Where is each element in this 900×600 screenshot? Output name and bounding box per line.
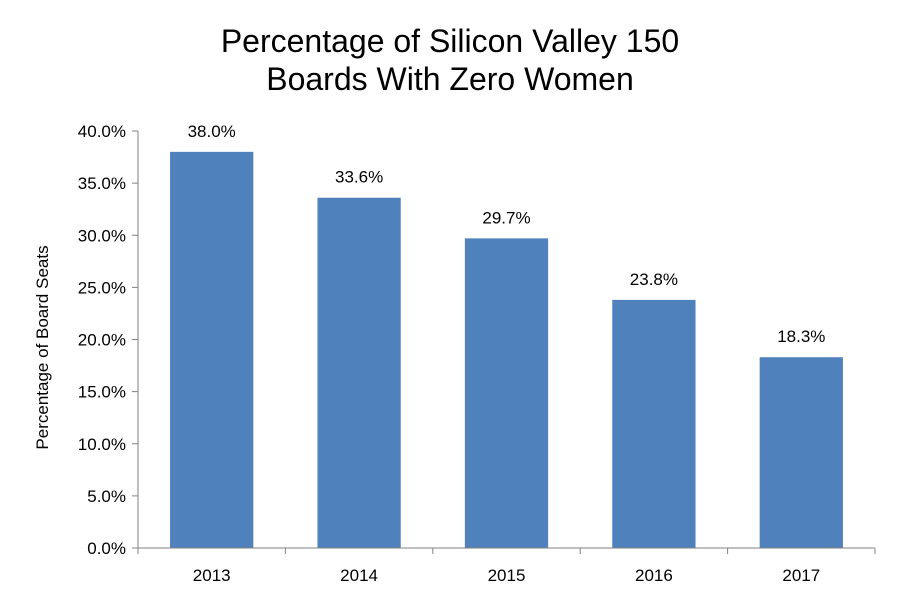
- y-tick-label: 15.0%: [78, 383, 126, 402]
- y-tick-label: 30.0%: [78, 226, 126, 245]
- x-tick-label-2015: 2015: [488, 566, 526, 585]
- y-ticks-layer: 0.0% 5.0% 10.0% 15.0% 20.0% 25.0% 30.0% 35.0% 40…: [78, 122, 138, 558]
- y-tick-label: 20.0%: [78, 331, 126, 350]
- chart-title-line-2: Boards With Zero Women: [266, 61, 634, 97]
- y-tick-label: 0.0%: [87, 539, 126, 558]
- x-tick-label-2013: 2013: [193, 566, 231, 585]
- bar-2013: [170, 151, 254, 548]
- y-axis-title: Percentage of Board Seats: [33, 245, 52, 449]
- data-label-2014: 33.6%: [335, 168, 383, 187]
- x-tick-label-2014: 2014: [340, 566, 378, 585]
- y-tick-label: 5.0%: [87, 487, 126, 506]
- data-label-2017: 18.3%: [777, 327, 825, 346]
- data-label-2016: 23.8%: [630, 270, 678, 289]
- bars-layer: [170, 151, 843, 548]
- bar-2014: [317, 197, 401, 548]
- y-tick-label: 10.0%: [78, 435, 126, 454]
- bar-2016: [612, 299, 696, 548]
- x-tick-label-2017: 2017: [782, 566, 820, 585]
- y-tick-label: 40.0%: [78, 122, 126, 141]
- bar-2017: [759, 357, 843, 548]
- x-tick-label-2016: 2016: [635, 566, 673, 585]
- data-label-2015: 29.7%: [482, 208, 530, 227]
- y-tick-label: 25.0%: [78, 278, 126, 297]
- chart-title: Percentage of Silicon Valley 150 Boards …: [0, 22, 900, 98]
- data-label-2013: 38.0%: [188, 122, 236, 141]
- data-labels-layer: 38.0% 33.6% 29.7% 23.8% 18.3%: [188, 122, 826, 346]
- x-ticks-layer: 2013 2014 2015 2016 2017: [137, 548, 876, 585]
- chart-title-line-1: Percentage of Silicon Valley 150: [220, 23, 680, 59]
- y-tick-label: 35.0%: [78, 174, 126, 193]
- bar-2015: [464, 238, 549, 548]
